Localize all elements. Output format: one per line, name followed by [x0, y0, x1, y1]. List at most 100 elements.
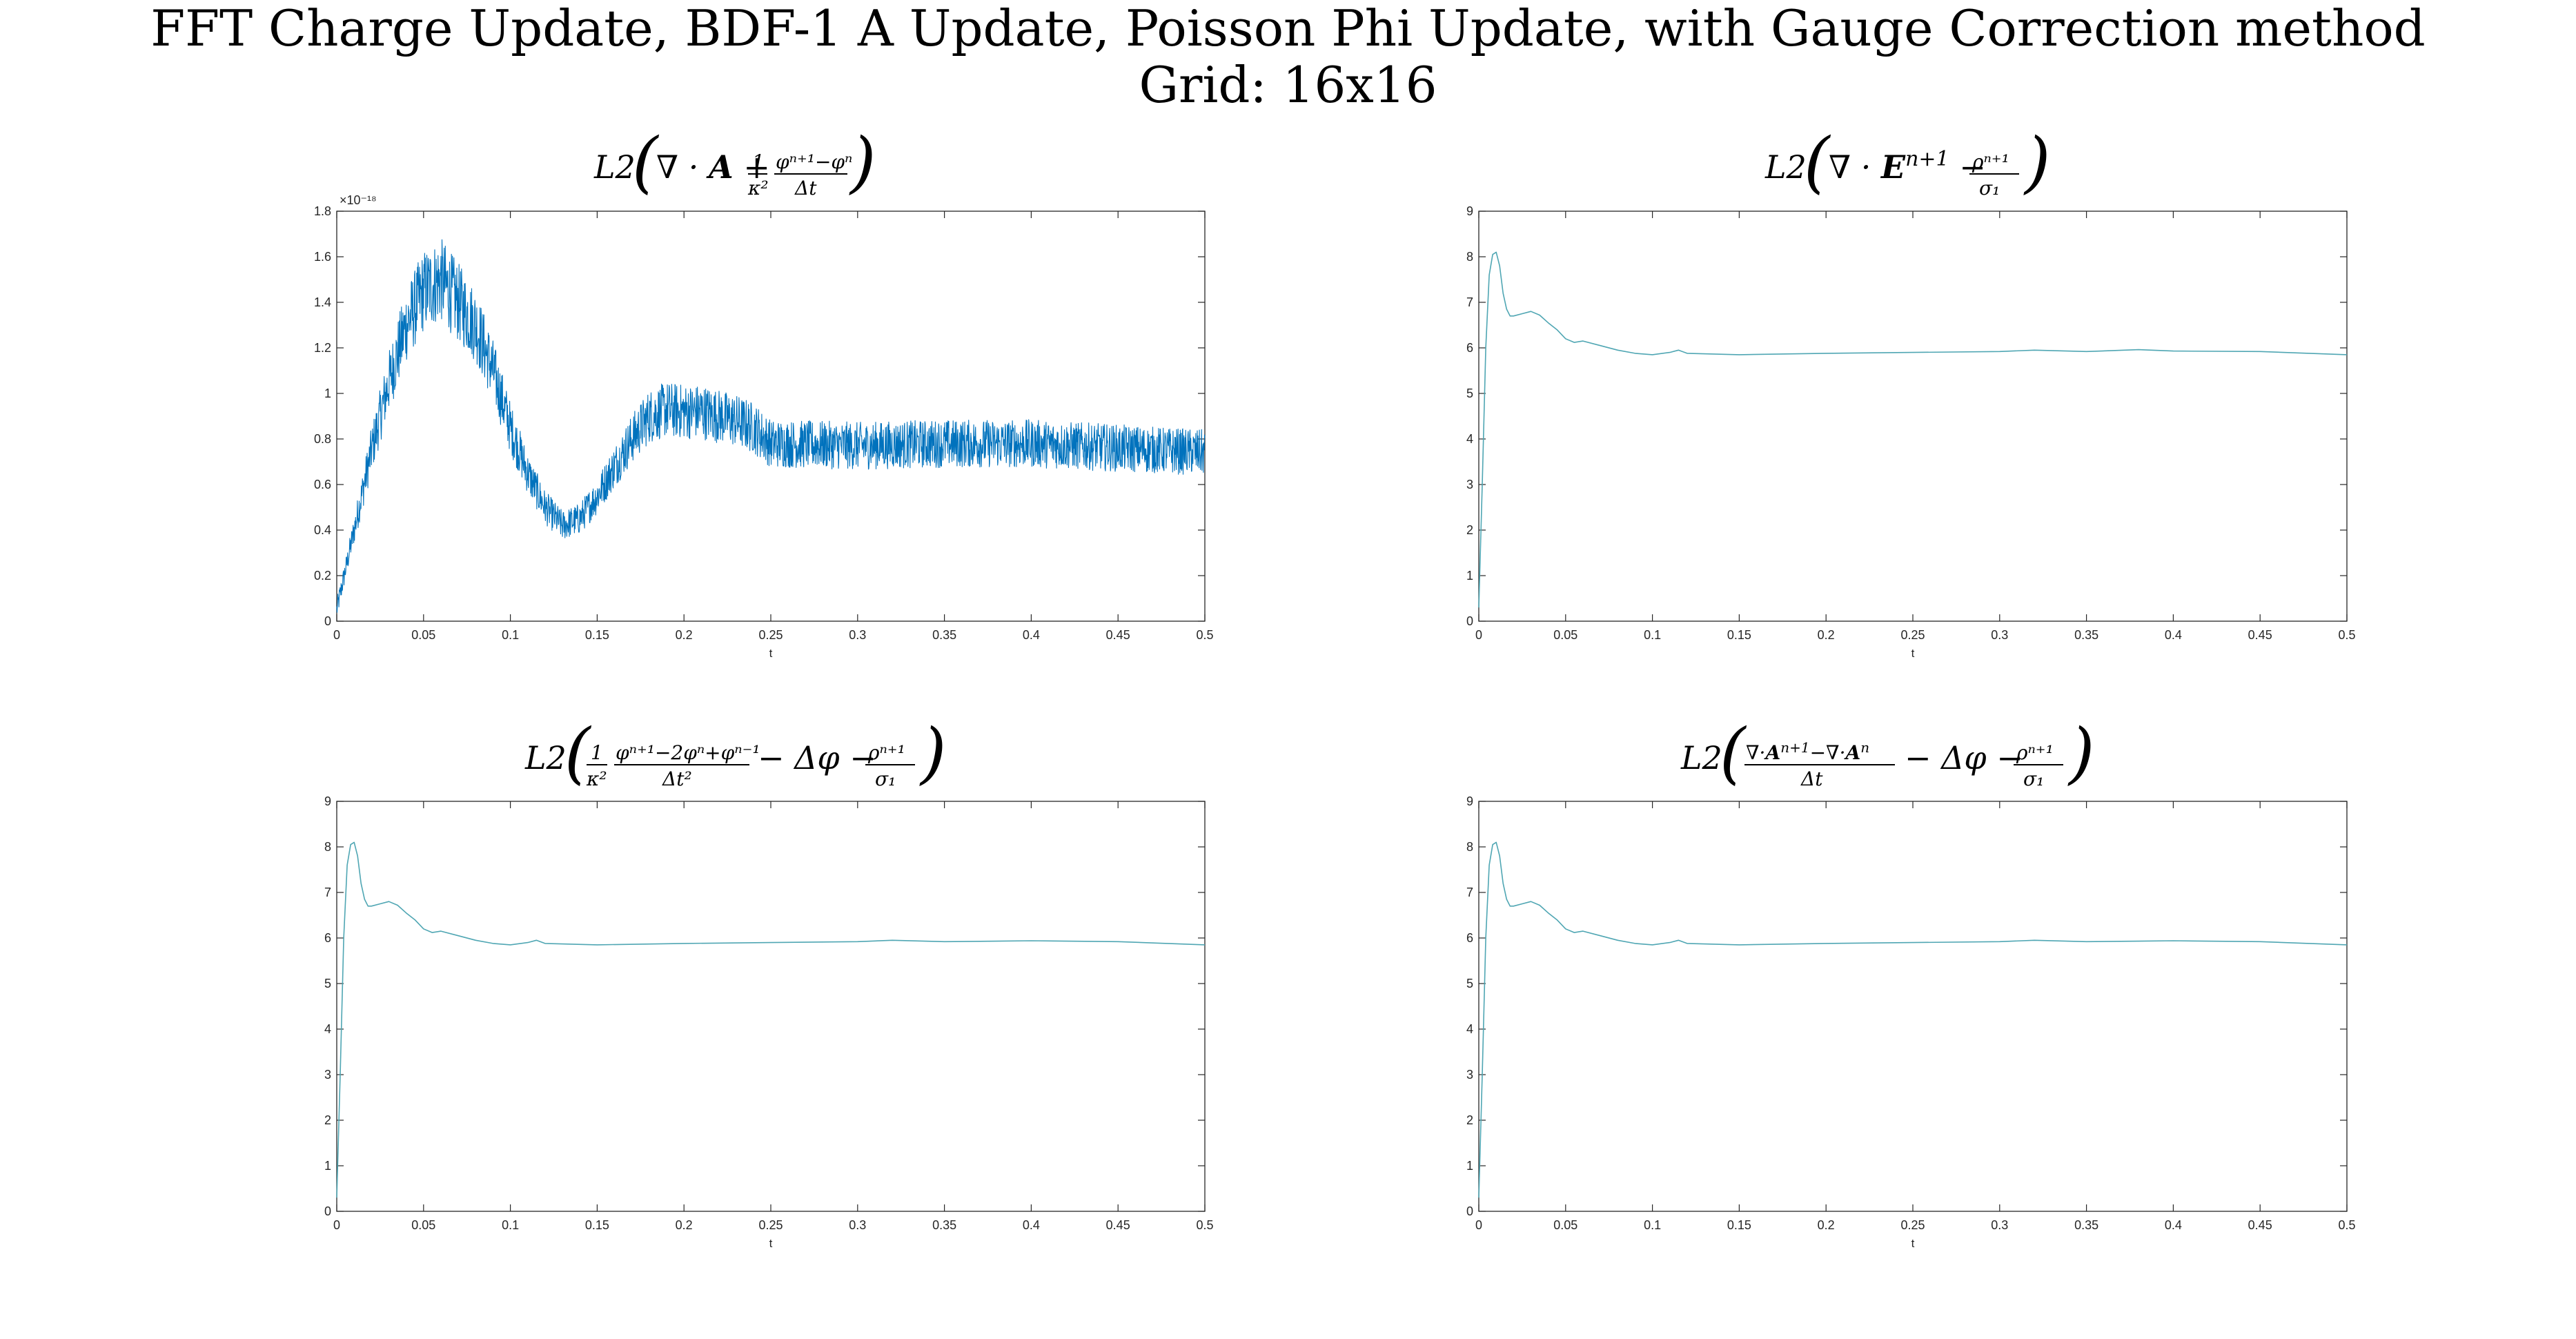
axes-box: [1478, 211, 2348, 622]
y-tick-label: 6: [324, 931, 331, 945]
x-tick-label: 0.45: [2248, 628, 2272, 642]
x-tick-label: 0.15: [585, 628, 609, 642]
x-tick-label: 0.25: [1900, 1218, 1925, 1232]
svg-text:1: 1: [591, 741, 603, 764]
x-tick-label: 0.4: [2165, 628, 2182, 642]
y-tick-label: 8: [1466, 840, 1473, 854]
y-tick-label: 8: [324, 840, 331, 854]
svg-text:): ): [2067, 714, 2094, 792]
x-tick-label: 0.35: [2074, 1218, 2098, 1232]
y-tick-label: 9: [1466, 794, 1473, 808]
x-axis-label: t: [769, 647, 773, 660]
svg-text:φⁿ⁺¹−2φⁿ+φⁿ⁻¹: φⁿ⁺¹−2φⁿ+φⁿ⁻¹: [616, 741, 760, 764]
panel-2-title: L2 ( ∇ · En+1 − ρⁿ⁺¹ σ₁ ): [1764, 124, 2050, 201]
x-tick-label: 0.3: [849, 1218, 866, 1232]
svg-text:(: (: [1720, 714, 1747, 792]
y-tick-label: 1.8: [314, 204, 331, 218]
x-tick-label: 0.5: [1196, 628, 1213, 642]
svg-text:Δt: Δt: [794, 177, 817, 199]
svg-text:(: (: [564, 714, 592, 792]
y-tick-label: 7: [1466, 295, 1473, 309]
y-tick-label: 4: [324, 1022, 331, 1036]
y-tick-label: 1: [324, 387, 331, 400]
x-tick-label: 0.05: [1553, 1218, 1577, 1232]
panel-3-title: L2 ( 1 κ² φⁿ⁺¹−2φⁿ+φⁿ⁻¹ Δt² − Δφ − ρⁿ⁺¹ …: [524, 714, 946, 792]
y-tick-label: 0.2: [314, 569, 331, 583]
x-tick-label: 0.3: [1991, 628, 2008, 642]
y-tick-label: 0: [1466, 614, 1473, 628]
x-tick-label: 0.25: [1900, 628, 1925, 642]
x-tick-label: 0: [1475, 628, 1482, 642]
x-tick-label: 0.2: [676, 628, 693, 642]
svg-text:L2: L2: [593, 148, 636, 186]
svg-text:∇ · A +: ∇ · A +: [656, 148, 770, 186]
y-tick-label: 3: [324, 1068, 331, 1082]
x-tick-label: 0.35: [932, 1218, 956, 1232]
svg-text:L2: L2: [1680, 739, 1722, 776]
panel-4-title: L2 ( ∇·An+1−∇·An Δt − Δφ − ρⁿ⁺¹ σ₁ ): [1680, 714, 2094, 792]
y-tick-label: 1: [324, 1159, 331, 1173]
x-tick-label: 0.35: [2074, 628, 2098, 642]
x-tick-label: 0.4: [2165, 1218, 2182, 1232]
svg-text:κ²: κ²: [586, 768, 607, 790]
y-tick-label: 0: [324, 614, 331, 628]
y-tick-label: 1: [1466, 569, 1473, 583]
x-tick-label: 0.25: [758, 628, 783, 642]
y-tick-label: 0.6: [314, 478, 331, 491]
x-tick-label: 0.2: [1818, 628, 1835, 642]
svg-text:): ): [919, 714, 946, 792]
x-tick-label: 0: [1475, 1218, 1482, 1232]
y-tick-label: 0.4: [314, 523, 331, 537]
x-tick-label: 0.1: [502, 628, 519, 642]
series-line: [336, 239, 1206, 613]
y-tick-label: 3: [1466, 1068, 1473, 1082]
x-tick-label: 0.3: [1991, 1218, 2008, 1232]
figure-title-line1: FFT Charge Update, BDF-1 A Update, Poiss…: [150, 0, 2426, 57]
x-tick-label: 0: [333, 628, 340, 642]
x-tick-label: 0.5: [2338, 1218, 2355, 1232]
svg-text:(: (: [1804, 124, 1831, 201]
svg-text:∇·An+1−∇·An: ∇·An+1−∇·An: [1746, 739, 1869, 764]
x-tick-label: 0.45: [1106, 628, 1130, 642]
svg-text:ρⁿ⁺¹: ρⁿ⁺¹: [1972, 150, 2009, 173]
x-tick-label: 0.5: [2338, 628, 2355, 642]
svg-text:κ²: κ²: [747, 177, 769, 199]
y-tick-label: 0: [324, 1204, 331, 1218]
figure-title-line2: Grid: 16x16: [1139, 56, 1437, 114]
svg-text:σ₁: σ₁: [2023, 768, 2044, 790]
x-tick-label: 0.05: [411, 628, 435, 642]
y-tick-label: 6: [1466, 341, 1473, 355]
svg-text:Δt²: Δt²: [662, 768, 692, 790]
y-exponent-label: ×10⁻¹⁸: [340, 193, 377, 207]
series-line: [336, 841, 1206, 1198]
svg-text:L2: L2: [1764, 148, 1807, 186]
y-tick-label: 0: [1466, 1204, 1473, 1218]
x-axis-label: t: [1911, 1237, 1915, 1250]
y-tick-label: 4: [1466, 432, 1473, 446]
y-tick-label: 1: [1466, 1159, 1473, 1173]
y-tick-label: 6: [1466, 931, 1473, 945]
x-tick-label: 0.45: [1106, 1218, 1130, 1232]
y-tick-label: 3: [1466, 478, 1473, 491]
figure-title: FFT Charge Update, BDF-1 A Update, Poiss…: [0, 0, 2576, 113]
x-tick-label: 0.1: [502, 1218, 519, 1232]
svg-text:φⁿ⁺¹−φⁿ: φⁿ⁺¹−φⁿ: [776, 150, 852, 173]
panel-2: 0 0.05 0.1 0.15 0.2 0.25 0.3 0.35 0.4 0.45 0.5 0 1 2 3…: [1466, 204, 2356, 660]
axes-box: [336, 211, 1206, 622]
x-axis-label: t: [769, 1237, 773, 1250]
x-tick-label: 0.35: [932, 628, 956, 642]
svg-text:− Δφ −: − Δφ −: [1905, 739, 2023, 776]
y-tick-label: 4: [1466, 1022, 1473, 1036]
x-tick-label: 0.5: [1196, 1218, 1213, 1232]
svg-text:1: 1: [752, 150, 765, 173]
y-tick-label: 5: [1466, 977, 1473, 990]
y-tick-label: 2: [1466, 1113, 1473, 1127]
series-line: [1478, 251, 2348, 608]
svg-text:σ₁: σ₁: [1979, 177, 2000, 199]
y-tick-label: 2: [1466, 523, 1473, 537]
x-tick-label: 0.1: [1644, 628, 1661, 642]
y-tick-label: 0.8: [314, 432, 331, 446]
x-tick-label: 0.2: [676, 1218, 693, 1232]
x-tick-label: 0.4: [1023, 1218, 1040, 1232]
